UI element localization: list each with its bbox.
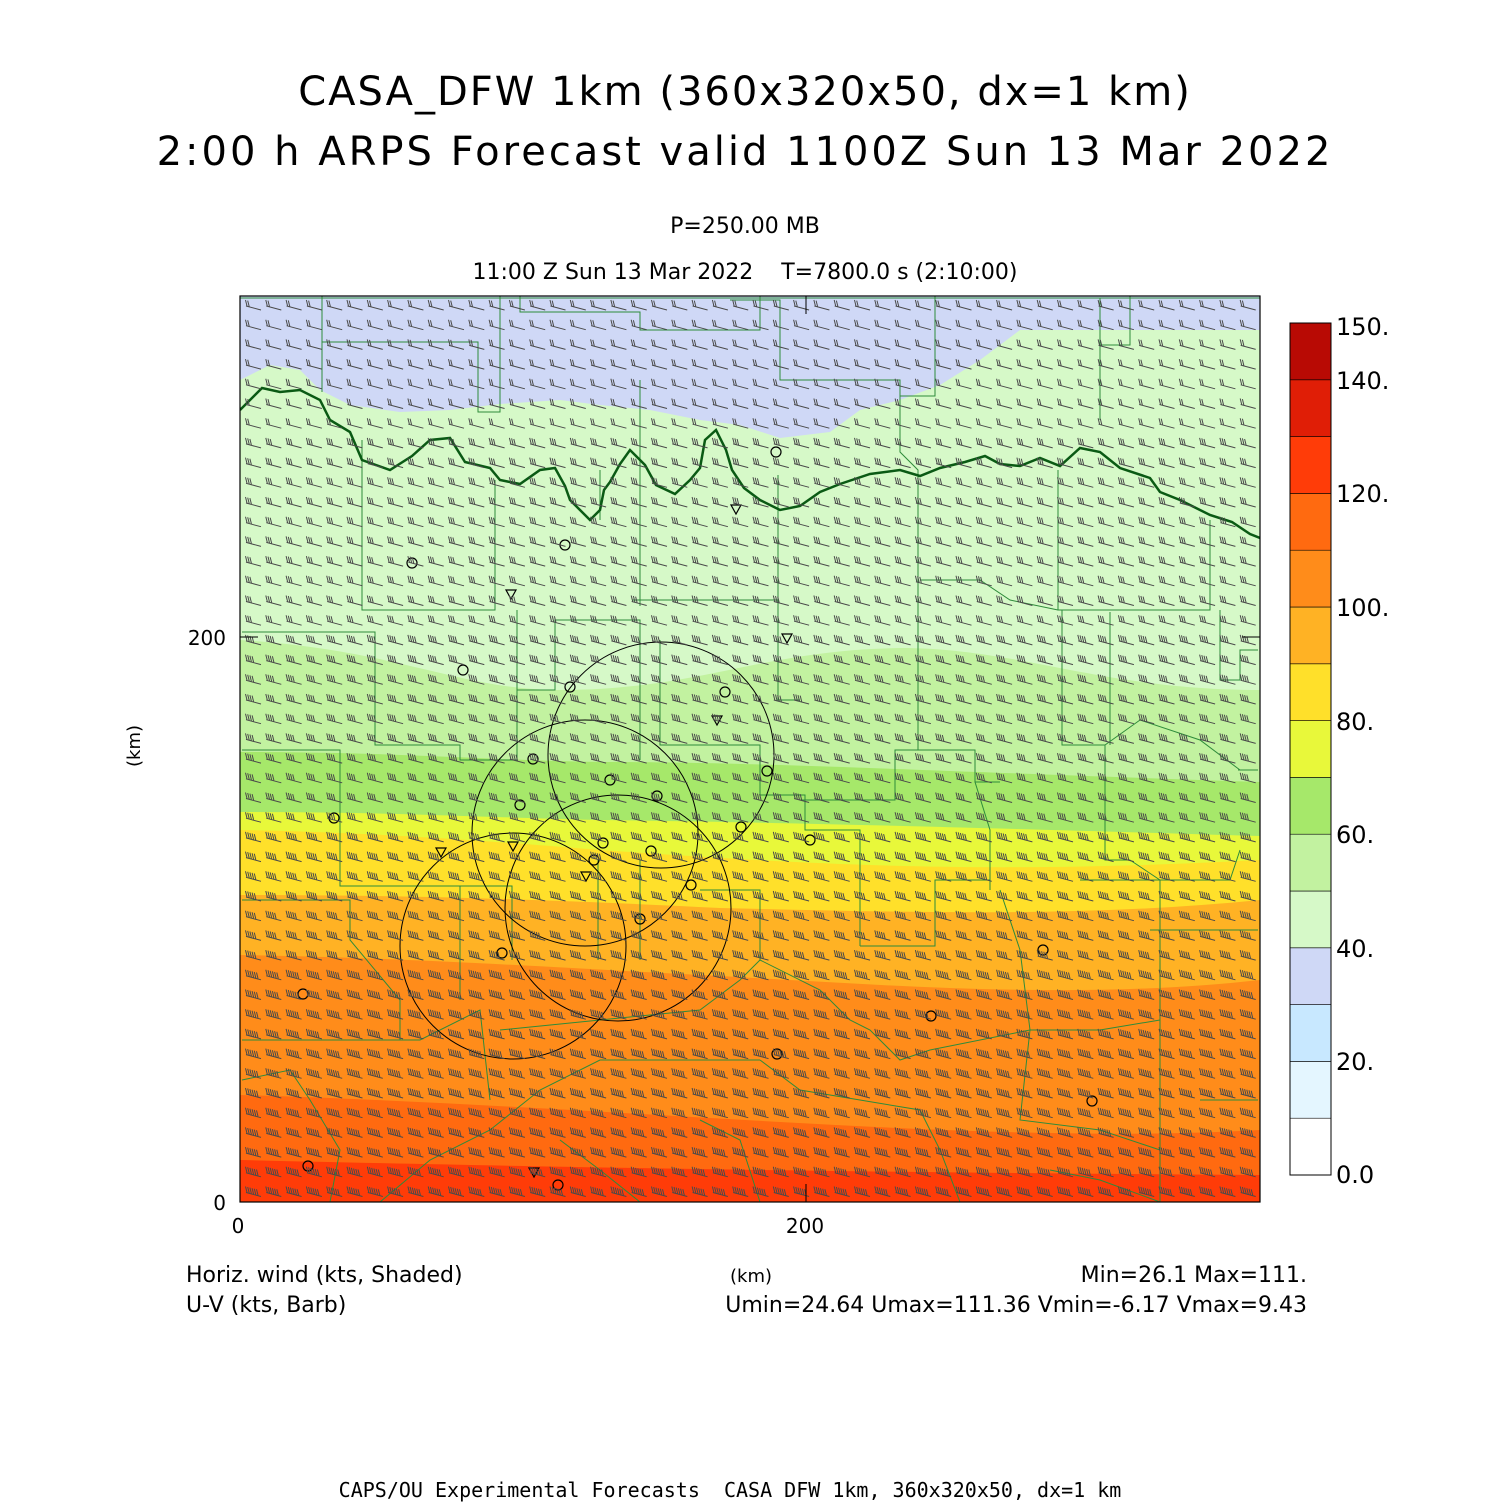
colorbar-label: 60. [1336,821,1374,849]
valid-time-label: 11:00 Z Sun 13 Mar 2022 T=7800.0 s (2:10… [472,260,1018,285]
colorbar-bin [1289,720,1332,778]
map-frame [239,295,1261,1203]
uv-min-max: Umin=24.64 Umax=111.36 Vmin=-6.17 Vmax=9… [725,1293,1307,1318]
colorbar-label: 40. [1336,935,1374,963]
credit-footer: CAPS/OU Experimental Forecasts CASA DFW … [338,1478,1122,1502]
colorbar-bin [1289,1004,1332,1062]
band-120-130 [240,1160,1260,1202]
plot-title-line1: CASA_DFW 1km (360x320x50, dx=1 km) [298,69,1192,115]
colorbar-bin [1289,663,1332,721]
county-boundaries [240,296,1260,1202]
red-river-state-border [240,386,1260,540]
colorbar-label: 80. [1336,708,1374,736]
x-tick-label-0: 0 [232,1214,245,1238]
colorbar-label: 150. [1336,313,1389,341]
colorbar-bin [1289,322,1332,381]
x-axis-unit: (km) [730,1266,773,1287]
y-tick-label-200: 200 [188,626,226,650]
colorbar-label: 120. [1336,480,1389,508]
colorbar-label: 140. [1336,367,1389,395]
colorbar-bin [1289,1117,1332,1176]
colorbar-bin [1289,1061,1332,1119]
colorbar: 150. 140. 120. 100. 80. 60. 40. 20. 0.0 [1289,313,1389,1189]
x-tick-label-200: 200 [786,1214,824,1238]
colorbar-label: 100. [1336,594,1389,622]
colorbar-bin [1289,947,1332,1005]
colorbar-bin [1289,833,1332,892]
field-min-max: Min=26.1 Max=111. [1080,1263,1307,1288]
shaded-variable-label: Horiz. wind (kts, Shaded) [186,1263,463,1288]
colorbar-bin [1289,436,1332,494]
colorbar-bin [1289,493,1332,551]
barb-variable-label: U-V (kts, Barb) [186,1293,347,1318]
pressure-level-label: P=250.00 MB [670,214,820,239]
wind-barbs [245,299,1256,1197]
colorbar-bin [1289,606,1332,665]
colorbar-bin [1289,777,1332,835]
plot-title-line2: 2:00 h ARPS Forecast valid 1100Z Sun 13 … [156,129,1334,175]
band-30-40 [240,296,1260,438]
colorbar-bin [1289,549,1332,608]
wind-speed-field [240,296,1260,1202]
colorbar-frame [1289,322,1332,1176]
colorbar-bin [1289,379,1332,437]
y-axis-unit: (km) [124,725,145,767]
colorbar-label: 20. [1336,1048,1374,1076]
wind-barb-grid [245,299,1256,1197]
y-tick-label-0: 0 [213,1191,226,1215]
colorbar-label: 0.0 [1336,1161,1374,1189]
colorbar-bin [1289,890,1332,949]
